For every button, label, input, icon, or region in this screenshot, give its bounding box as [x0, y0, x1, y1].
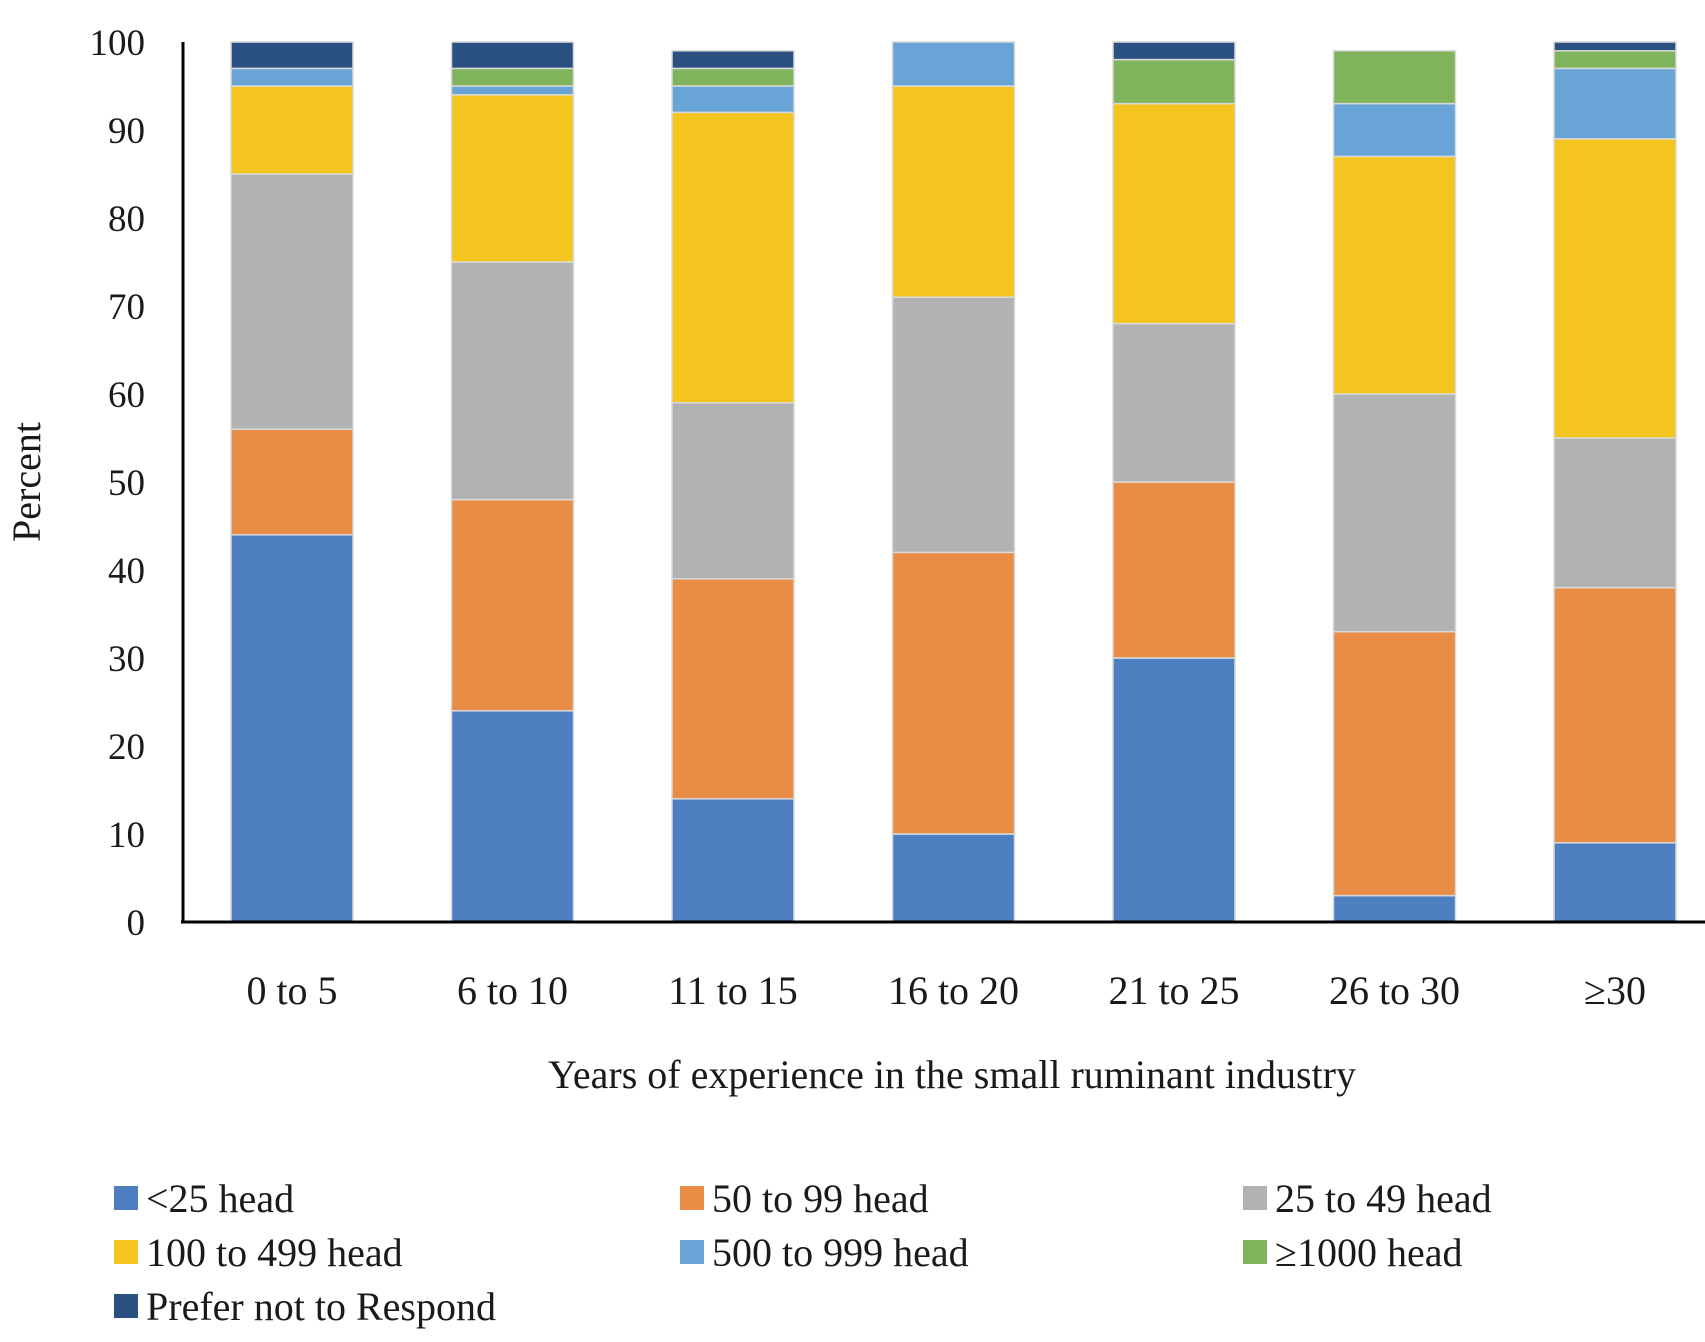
- bar-segment: [450, 498, 575, 712]
- bar-segment: [891, 41, 1016, 87]
- bars-layer: [230, 41, 1677, 923]
- y-tick-label: 30: [108, 639, 145, 680]
- y-tick-label: 90: [108, 111, 145, 152]
- bar-segment: [671, 798, 795, 923]
- x-tick-label: 0 to 5: [246, 968, 337, 1013]
- bar-segment: [671, 578, 795, 800]
- bar-segment: [671, 111, 795, 404]
- bar-segment: [230, 428, 354, 536]
- legend-swatch: [1243, 1240, 1267, 1264]
- bar-segment: [891, 85, 1016, 298]
- bar-segment: [450, 710, 575, 923]
- bar-segment: [1553, 50, 1677, 70]
- bar-segment: [1112, 481, 1236, 659]
- bar-segment: [230, 173, 354, 430]
- legend-label: <25 head: [146, 1176, 294, 1221]
- x-axis-ticks: 0 to 5 6 to 10 11 to 15 16 to 20 21 to 25 26 …: [246, 968, 1646, 1013]
- bar-segment: [230, 85, 354, 175]
- legend-label: 25 to 49 head: [1275, 1176, 1492, 1221]
- bar-segment: [1112, 102, 1236, 325]
- bar-segment: [1553, 67, 1677, 140]
- bar-segment: [1553, 138, 1677, 439]
- bar-segment: [1112, 322, 1236, 483]
- x-tick-label: 16 to 20: [888, 968, 1019, 1013]
- bar-segment: [450, 94, 575, 263]
- legend-item: 25 to 49 head: [1243, 1176, 1492, 1221]
- legend-item: Prefer not to Respond: [114, 1284, 496, 1329]
- legend-label: 100 to 499 head: [146, 1230, 403, 1275]
- bar-segment: [1112, 657, 1236, 923]
- y-axis-ticks: 0 10 20 30 40 50 60 70 80 90 100: [90, 23, 146, 944]
- y-tick-label: 70: [108, 287, 145, 328]
- y-tick-label: 20: [108, 727, 145, 768]
- x-tick-label: 26 to 30: [1329, 968, 1460, 1013]
- legend-swatch: [114, 1294, 138, 1318]
- bar-segment: [450, 41, 575, 70]
- bar-segment: [230, 534, 354, 923]
- bar-segment: [450, 85, 575, 96]
- x-tick-label: 11 to 15: [668, 968, 798, 1013]
- y-tick-label: 10: [108, 815, 145, 856]
- bar-segment: [1332, 50, 1457, 105]
- bar-segment: [1553, 41, 1677, 52]
- bar-segment: [1553, 586, 1677, 844]
- y-tick-label: 100: [90, 23, 146, 64]
- legend-label: 500 to 999 head: [712, 1230, 969, 1275]
- legend-item: ≥1000 head: [1243, 1230, 1462, 1275]
- legend-swatch: [114, 1240, 138, 1264]
- legend-item: <25 head: [114, 1176, 294, 1221]
- legend-swatch: [114, 1186, 138, 1210]
- bar-segment: [671, 85, 795, 114]
- bar-segment: [1332, 102, 1457, 158]
- y-tick-label: 0: [127, 903, 146, 944]
- legend-item: 100 to 499 head: [114, 1230, 403, 1275]
- y-tick-label: 50: [108, 463, 145, 504]
- bar-segment: [230, 41, 354, 70]
- bar-segment: [1332, 393, 1457, 633]
- bar-segment: [1112, 41, 1236, 61]
- bar-segment: [1332, 894, 1457, 923]
- y-tick-label: 40: [108, 551, 145, 592]
- y-axis-label: Percent: [4, 422, 49, 542]
- bar-segment: [671, 50, 795, 70]
- bar-segment: [230, 67, 354, 87]
- legend-label: ≥1000 head: [1275, 1230, 1462, 1275]
- bar-segment: [1332, 630, 1457, 897]
- bar-segment: [450, 261, 575, 501]
- bar-segment: [891, 833, 1016, 923]
- legend: <25 head 50 to 99 head 25 to 49 head 100 to…: [114, 1176, 1492, 1329]
- bar-segment: [1332, 155, 1457, 395]
- bar-segment: [891, 296, 1016, 554]
- legend-item: 500 to 999 head: [680, 1230, 969, 1275]
- bar-segment: [450, 67, 575, 87]
- legend-item: 50 to 99 head: [680, 1176, 929, 1221]
- y-tick-label: 60: [108, 375, 145, 416]
- legend-swatch: [1243, 1186, 1267, 1210]
- bar-segment: [1553, 842, 1677, 923]
- legend-swatch: [680, 1186, 704, 1210]
- bar-segment: [1112, 58, 1236, 105]
- bar-segment: [1553, 437, 1677, 589]
- x-tick-label: 6 to 10: [457, 968, 568, 1013]
- x-tick-label: ≥30: [1584, 968, 1646, 1013]
- legend-swatch: [680, 1240, 704, 1264]
- y-tick-label: 80: [108, 199, 145, 240]
- bar-segment: [891, 551, 1016, 835]
- legend-label: 50 to 99 head: [712, 1176, 929, 1221]
- bar-segment: [671, 67, 795, 87]
- x-axis-label: Years of experience in the small ruminan…: [548, 1052, 1356, 1097]
- x-tick-label: 21 to 25: [1108, 968, 1239, 1013]
- legend-label: Prefer not to Respond: [146, 1284, 496, 1329]
- bar-segment: [671, 402, 795, 580]
